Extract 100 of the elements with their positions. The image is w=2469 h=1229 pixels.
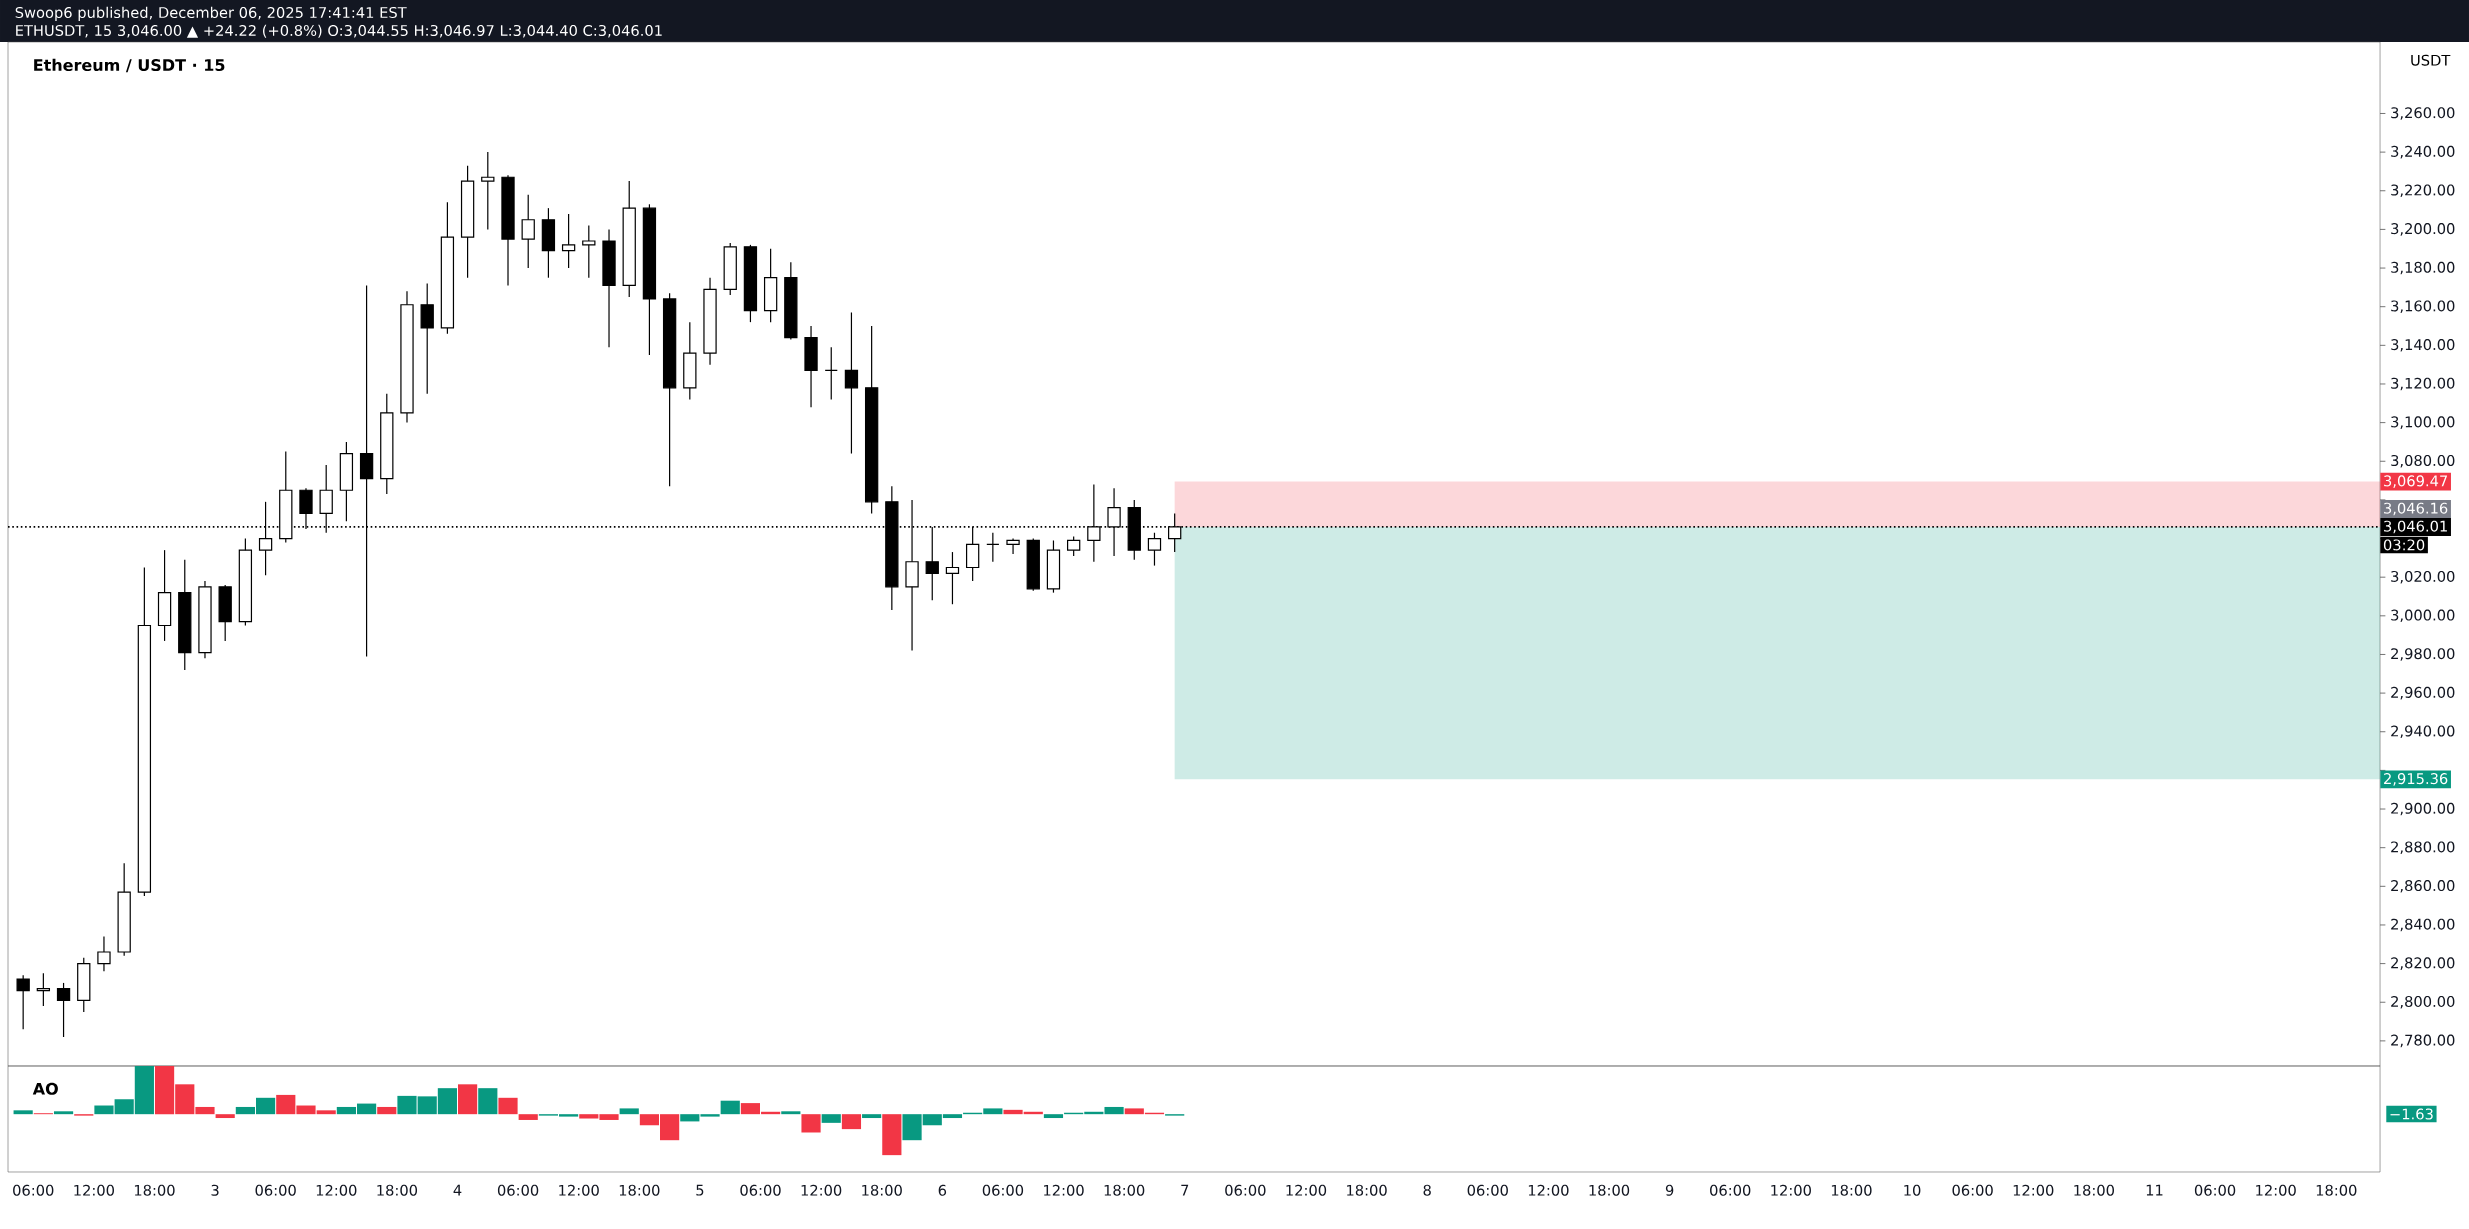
x-tick-label: 18:00 <box>1104 1184 1145 1196</box>
candlestick <box>1067 536 1081 557</box>
x-tick-label: 5 <box>696 1184 704 1196</box>
candlestick <box>844 311 859 455</box>
y-tick-label: 3,000.00 <box>2391 609 2455 623</box>
text: 3,046.16 <box>2384 502 2448 516</box>
bar <box>841 1114 862 1130</box>
y-tick-label: 3,020.00 <box>2391 570 2455 584</box>
x-tick-label: 4 <box>453 1184 462 1196</box>
y-tick-label: 2,880.00 <box>2391 841 2455 854</box>
candlestick <box>986 532 1000 563</box>
candlestick <box>56 982 71 1038</box>
x-tick-label: 06:00 <box>13 1184 54 1196</box>
x-tick-label: 18:00 <box>862 1184 902 1196</box>
y-tick-label: 2,940.00 <box>2391 725 2455 739</box>
y-tick-label: 3,260.00 <box>2391 107 2455 120</box>
y-tick-label: 3,200.00 <box>2391 223 2455 236</box>
x-tick-label: 12:00 <box>2013 1184 2054 1196</box>
y-tick-label: 2,800.00 <box>2391 995 2455 1009</box>
bar <box>801 1114 821 1133</box>
x-tick-label: 12:00 <box>559 1184 599 1196</box>
band-label: 3,069.47 <box>2384 475 2448 488</box>
y-tick-label: 2,780.00 <box>2391 1034 2455 1048</box>
x-tick-label: 18:00 <box>1347 1184 1387 1196</box>
candlestick <box>1006 537 1020 555</box>
x-tick-label: 12:00 <box>1286 1184 1327 1196</box>
x-tick-label: 11 <box>2146 1184 2163 1196</box>
x-tick-label: 6 <box>938 1184 947 1196</box>
y-tick-label: 2,960.00 <box>2391 686 2455 700</box>
bar <box>821 1114 841 1123</box>
x-tick-label: 9 <box>1665 1184 1674 1196</box>
bar <box>619 1108 639 1115</box>
y-tick-label: 3,080.00 <box>2391 454 2455 468</box>
candlestick <box>561 213 576 269</box>
x-tick-label: 06:00 <box>982 1184 1024 1196</box>
candlestick <box>16 974 30 1030</box>
y-tick-label: 2,820.00 <box>2391 957 2455 970</box>
bar <box>862 1114 882 1119</box>
text: AO <box>32 1082 58 1095</box>
x-tick-label: 18:00 <box>619 1184 660 1196</box>
x-tick-label: 12:00 <box>316 1184 357 1196</box>
x-tick-label: 18:00 <box>134 1184 175 1196</box>
text: Swoop6 published, December 06, 2025 17:41:41 EST <box>15 6 407 21</box>
x-tick-label: 8 <box>1423 1184 1431 1196</box>
candlestick <box>582 224 596 279</box>
x-tick-label: 06:00 <box>255 1184 296 1196</box>
y-tick-label: 3,240.00 <box>2391 145 2455 159</box>
x-tick-label: 06:00 <box>497 1184 539 1196</box>
x-tick-label: 06:00 <box>1467 1184 1508 1196</box>
x-tick-label: 06:00 <box>1710 1184 1751 1196</box>
bar <box>478 1088 498 1115</box>
x-tick-label: 18:00 <box>1589 1184 1630 1196</box>
y-tick-label: 3,120.00 <box>2391 377 2455 391</box>
candlestick <box>36 972 51 1007</box>
x-tick-label: 18:00 <box>2316 1184 2357 1196</box>
candlestick <box>1147 532 1162 567</box>
ref-line-label: 3,046.01 <box>2384 520 2447 534</box>
x-tick-label: 12:00 <box>2256 1184 2296 1196</box>
candlestick <box>97 935 111 972</box>
candlestick <box>824 346 838 401</box>
x-tick-label: 06:00 <box>2194 1184 2236 1196</box>
x-tick-label: 12:00 <box>801 1184 842 1196</box>
x-tick-label: 06:00 <box>1225 1184 1266 1196</box>
text: Ethereum / USDT · 15 <box>34 58 225 73</box>
x-tick-label: 12:00 <box>1528 1184 1569 1196</box>
x-tick-label: 12:00 <box>74 1184 114 1196</box>
x-tick-label: 18:00 <box>377 1184 418 1196</box>
bar <box>720 1100 740 1115</box>
x-tick-label: 12:00 <box>1771 1184 1811 1196</box>
candlestick <box>945 551 960 605</box>
band-label: 2,915.36 <box>2384 773 2448 786</box>
y-tick-label: 3,180.00 <box>2391 261 2455 275</box>
text: ETHUSDT, 15 3,046.00 ▲ +24.22 (+0.8%) O:3,044.55 H:3,046.97 L:3,044.40 C:3,046.01 <box>16 24 662 38</box>
y-tick-label: 3,220.00 <box>2391 184 2455 198</box>
text: −1.63 <box>2390 1108 2433 1120</box>
x-tick-label: 3 <box>211 1184 219 1196</box>
y-tick-label: 2,860.00 <box>2391 880 2455 893</box>
y-tick-label: 2,840.00 <box>2391 918 2455 932</box>
candlestick <box>481 151 495 230</box>
x-tick-label: 06:00 <box>1952 1184 1993 1196</box>
x-tick-label: 10 <box>1904 1184 1921 1196</box>
text: 03:20 <box>2383 539 2425 551</box>
text: USDT <box>2411 54 2451 66</box>
x-tick-label: 7 <box>1181 1184 1189 1196</box>
bar <box>458 1084 478 1115</box>
y-tick-label: 3,160.00 <box>2391 300 2455 313</box>
y-tick-label: 3,140.00 <box>2391 339 2455 352</box>
bar <box>498 1097 518 1115</box>
bar <box>781 1111 801 1115</box>
bar <box>882 1114 902 1156</box>
x-tick-label: 06:00 <box>740 1184 781 1196</box>
candlestick <box>521 194 535 269</box>
bar <box>53 1111 74 1115</box>
x-tick-label: 18:00 <box>1831 1184 1872 1196</box>
bar <box>13 1110 33 1115</box>
y-tick-label: 3,100.00 <box>2391 416 2455 429</box>
y-tick-label: 2,980.00 <box>2391 648 2455 661</box>
x-tick-label: 12:00 <box>1044 1184 1084 1196</box>
bar <box>215 1114 235 1119</box>
x-tick-label: 18:00 <box>2074 1184 2114 1196</box>
